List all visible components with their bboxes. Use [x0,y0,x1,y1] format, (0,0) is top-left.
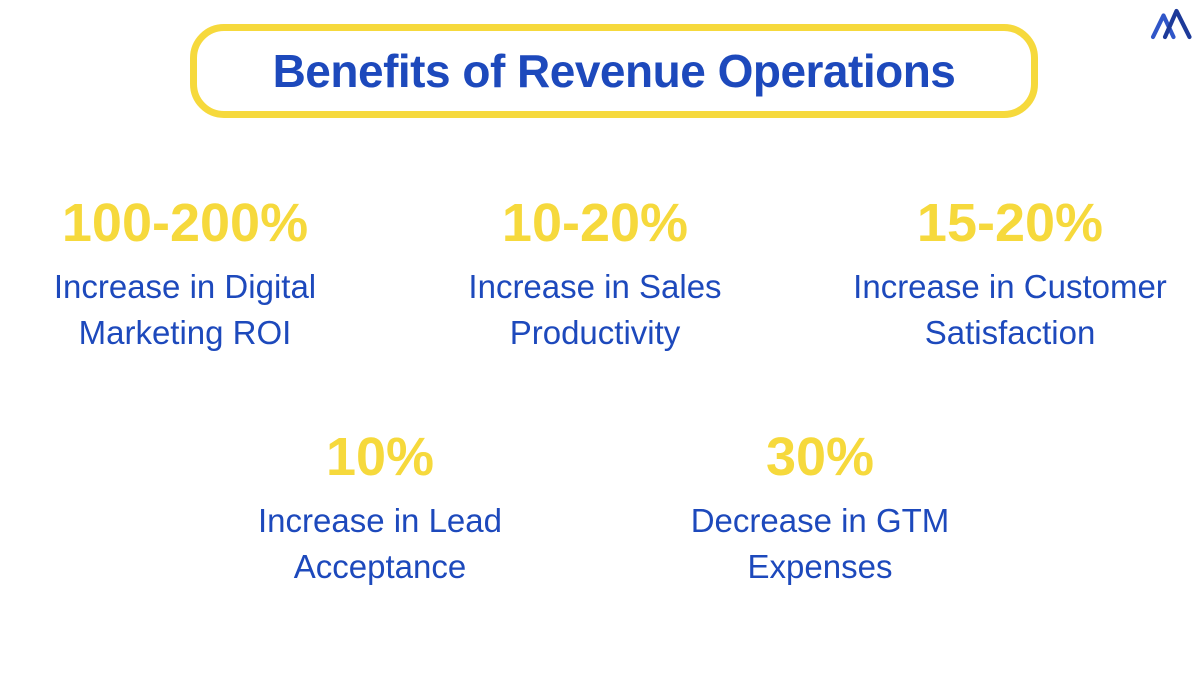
stat-digital-marketing-roi: 100-200% Increase in Digital Marketing R… [0,196,370,356]
stat-label: Increase in Sales Productivity [405,264,785,356]
stat-label-line1: Increase in Digital [53,268,317,305]
stat-value: 100-200% [61,193,309,253]
stat-label-line2: Productivity [509,314,681,351]
stat-label: Increase in Lead Acceptance [195,498,565,590]
stat-label: Increase in Customer Satisfaction [820,264,1200,356]
stat-label-line2: Marketing ROI [78,314,292,351]
stat-sales-productivity: 10-20% Increase in Sales Productivity [405,196,785,356]
page-title: Benefits of Revenue Operations [272,45,956,97]
stat-customer-satisfaction: 15-20% Increase in Customer Satisfaction [820,196,1200,356]
stat-lead-acceptance: 10% Increase in Lead Acceptance [195,430,565,590]
stat-label: Increase in Digital Marketing ROI [0,264,370,356]
stat-gtm-expenses: 30% Decrease in GTM Expenses [630,430,1010,590]
stat-label-line1: Increase in Lead [257,502,502,539]
stat-label-line1: Increase in Customer [853,268,1167,305]
stat-label-line1: Decrease in GTM [690,502,950,539]
stat-value: 10% [325,427,435,487]
title-banner: Benefits of Revenue Operations [190,24,1038,118]
stat-value: 30% [765,427,875,487]
stat-label-line2: Expenses [747,548,893,585]
mountain-logo-icon [1149,6,1193,42]
stat-label-line2: Satisfaction [924,314,1096,351]
stat-label-line2: Acceptance [293,548,467,585]
stat-label: Decrease in GTM Expenses [630,498,1010,590]
stat-value: 15-20% [916,193,1104,253]
stat-label-line1: Increase in Sales [468,268,722,305]
stat-value: 10-20% [501,193,689,253]
